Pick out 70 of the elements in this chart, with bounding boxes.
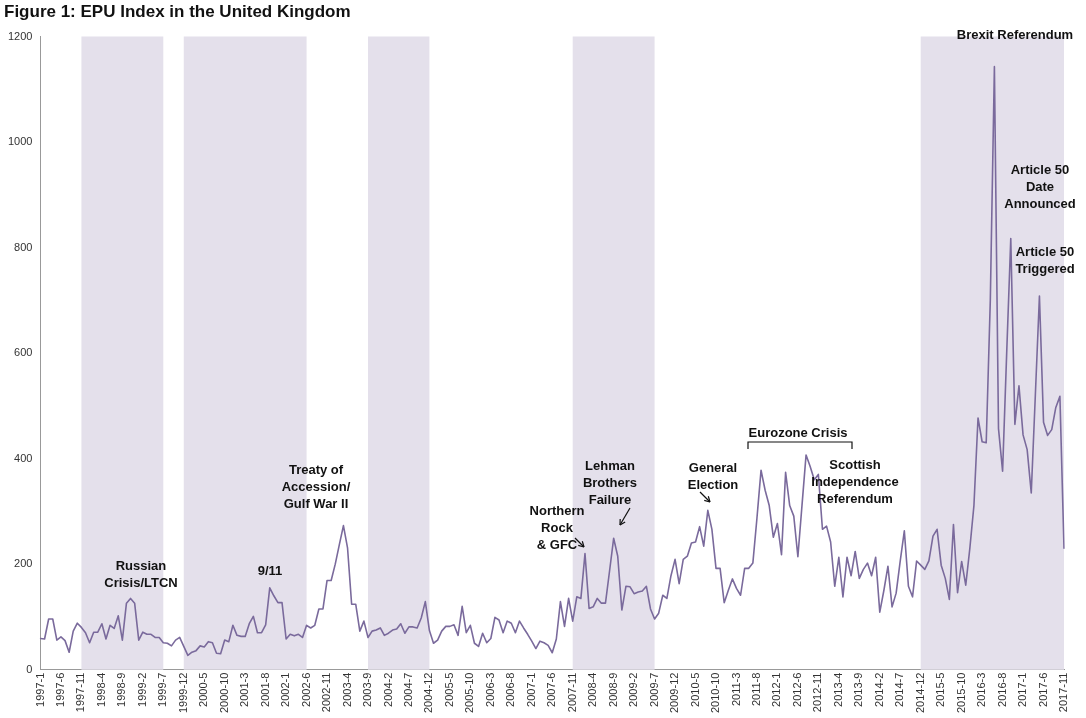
x-tick-label: 2005-5 <box>442 672 455 707</box>
x-tick-label: 2003-9 <box>361 672 374 707</box>
x-tick-label: 2007-1 <box>524 672 537 707</box>
x-tick-label: 2001-8 <box>258 672 271 707</box>
x-tick-label: 2004-2 <box>381 672 394 707</box>
chart-title: Figure 1: EPU Index in the United Kingdom <box>3 1 352 22</box>
x-tick-label: 2014-2 <box>872 672 885 707</box>
annotation: Northern Rock & GFC <box>529 502 585 552</box>
x-tick-label: 2000-10 <box>217 672 230 714</box>
annotation: Article 50 Triggered <box>1015 244 1075 277</box>
x-tick-label: 1999-7 <box>156 672 169 707</box>
x-tick-label: 2013-4 <box>831 672 844 707</box>
annotation: 9/11 <box>257 562 283 578</box>
x-tick-label: 2016-8 <box>995 672 1008 707</box>
x-tick-label: 2010-5 <box>688 672 701 707</box>
y-tick-label: 1200 <box>7 29 33 42</box>
x-tick-label: 2008-9 <box>606 672 619 707</box>
annotation: General Election <box>687 460 739 493</box>
annotation: Treaty of Accession/ Gulf War II <box>281 461 351 511</box>
x-tick-label: 2003-4 <box>340 672 353 707</box>
x-tick-label: 2010-10 <box>709 672 722 714</box>
x-tick-label: 2004-12 <box>422 672 435 714</box>
y-tick-label: 800 <box>14 240 33 253</box>
y-tick-label: 1000 <box>7 135 33 148</box>
y-tick-label: 400 <box>14 451 33 464</box>
x-tick-label: 2006-8 <box>504 672 517 707</box>
x-tick-label: 2015-5 <box>934 672 947 707</box>
x-tick-label: 2007-11 <box>565 672 578 713</box>
x-tick-label: 1999-2 <box>135 672 148 707</box>
x-tick-label: 2017-11 <box>1057 672 1070 713</box>
x-tick-label: 2009-12 <box>668 672 681 714</box>
x-tick-label: 2017-6 <box>1036 672 1049 707</box>
x-tick-label: 2002-1 <box>279 672 292 707</box>
x-tick-label: 2006-3 <box>483 672 496 707</box>
x-tick-label: 1998-4 <box>94 672 107 707</box>
x-tick-label: 2014-7 <box>893 672 906 707</box>
x-tick-label: 2016-3 <box>975 672 988 707</box>
x-tick-label: 1997-11 <box>74 672 87 713</box>
x-tick-label: 2015-10 <box>954 672 967 714</box>
x-tick-label: 2001-3 <box>238 672 251 707</box>
x-tick-label: 2005-10 <box>463 672 476 714</box>
annotation: Scottish Independence Referendum <box>811 456 899 506</box>
x-tick-label: 2013-9 <box>852 672 865 707</box>
annotation: Article 50 Date Announced <box>1004 161 1076 211</box>
x-tick-label: 2002-6 <box>299 672 312 707</box>
y-tick-label: 200 <box>14 557 33 570</box>
x-tick-label: 2012-1 <box>770 672 783 707</box>
x-tick-label: 1997-6 <box>53 672 66 707</box>
x-tick-label: 2009-7 <box>647 672 660 707</box>
x-tick-label: 1998-9 <box>115 672 128 707</box>
x-tick-label: 2011-8 <box>749 672 762 707</box>
annotation: Brexit Referendum <box>956 26 1074 42</box>
x-tick-label: 1999-12 <box>176 672 189 714</box>
x-tick-label: 2000-5 <box>197 672 210 707</box>
x-tick-label: 2011-3 <box>729 672 742 707</box>
x-tick-label: 2008-4 <box>586 672 599 707</box>
x-tick-label: 2007-6 <box>545 672 558 707</box>
x-tick-label: 2002-11 <box>320 672 333 713</box>
annotation: Eurozone Crisis <box>748 424 848 440</box>
x-tick-label: 1997-1 <box>33 672 46 707</box>
x-tick-label: 2004-7 <box>401 672 414 707</box>
annotation: Lehman Brothers Failure <box>582 457 638 507</box>
x-tick-label: 2014-12 <box>913 672 926 714</box>
x-tick-label: 2012-11 <box>811 672 824 713</box>
y-tick-label: 0 <box>26 662 33 675</box>
annotation: Russian Crisis/LTCN <box>104 558 178 591</box>
x-tick-label: 2012-6 <box>790 672 803 707</box>
x-tick-label: 2017-1 <box>1016 672 1029 707</box>
x-tick-label: 2009-2 <box>627 672 640 707</box>
y-tick-label: 600 <box>14 346 33 359</box>
